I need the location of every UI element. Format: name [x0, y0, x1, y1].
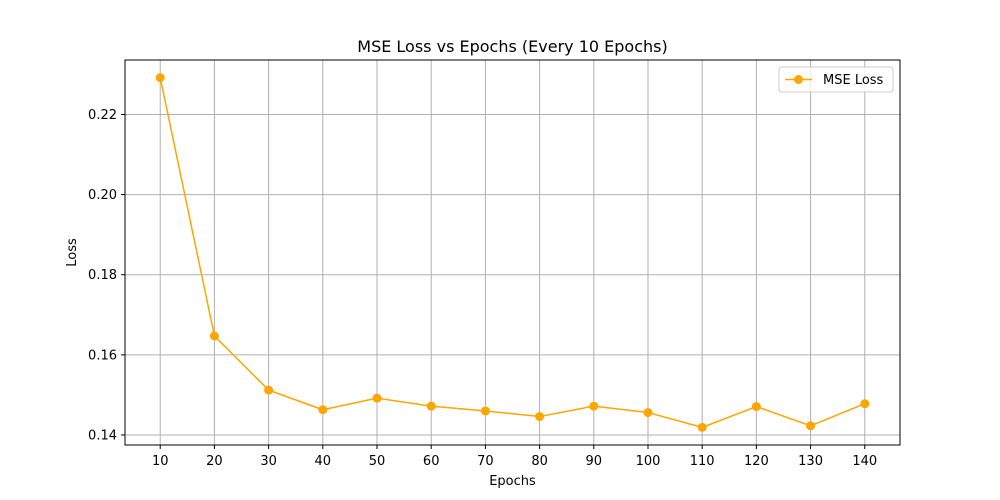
x-tick-label: 40	[315, 454, 332, 469]
x-tick-label: 30	[260, 454, 277, 469]
data-point	[155, 73, 165, 83]
legend: MSE Loss	[778, 66, 894, 93]
data-point	[806, 421, 816, 431]
x-axis-ticks: 10 20 30 40 50 60 70 80 90 100 110 120 130 140	[152, 445, 877, 469]
x-tick-label: 80	[531, 454, 548, 469]
series-line	[159, 77, 866, 429]
x-tick-label: 20	[206, 454, 223, 469]
data-point	[589, 401, 599, 411]
y-tick-label: 0.22	[88, 108, 117, 123]
series-layer	[155, 73, 870, 432]
chart-title: MSE Loss vs Epochs (Every 10 Epochs)	[357, 37, 667, 56]
x-tick-label: 140	[852, 454, 877, 469]
y-axis-ticks: 0.14 0.16 0.18 0.20 0.22	[88, 108, 125, 443]
x-axis-title: Epochs	[489, 474, 536, 489]
y-tick-label: 0.14	[88, 428, 117, 443]
data-point	[426, 401, 436, 411]
x-tick-label: 130	[798, 454, 823, 469]
data-point	[860, 399, 870, 409]
legend-box	[778, 66, 894, 93]
data-point	[264, 385, 274, 395]
plot-frame	[124, 59, 901, 446]
x-tick-label: 70	[477, 454, 494, 469]
data-point	[318, 405, 328, 415]
x-tick-label: 60	[423, 454, 440, 469]
x-tick-label: 50	[369, 454, 386, 469]
grid-lines	[125, 60, 900, 445]
legend-marker-icon	[794, 75, 803, 84]
x-tick-label: 90	[586, 454, 603, 469]
data-point	[697, 422, 707, 432]
legend-label: MSE Loss	[823, 73, 884, 88]
x-tick-label: 10	[152, 454, 169, 469]
x-tick-label: 120	[744, 454, 769, 469]
y-tick-label: 0.16	[88, 348, 117, 363]
data-point	[535, 412, 545, 422]
x-tick-label: 110	[690, 454, 715, 469]
y-tick-label: 0.18	[88, 268, 117, 283]
data-point	[751, 402, 761, 412]
data-point	[209, 331, 219, 341]
data-point	[372, 393, 382, 403]
y-tick-label: 0.20	[88, 188, 117, 203]
x-tick-label: 100	[636, 454, 661, 469]
y-axis-title: Loss	[65, 238, 80, 267]
data-point	[643, 408, 653, 418]
data-point	[480, 406, 490, 416]
